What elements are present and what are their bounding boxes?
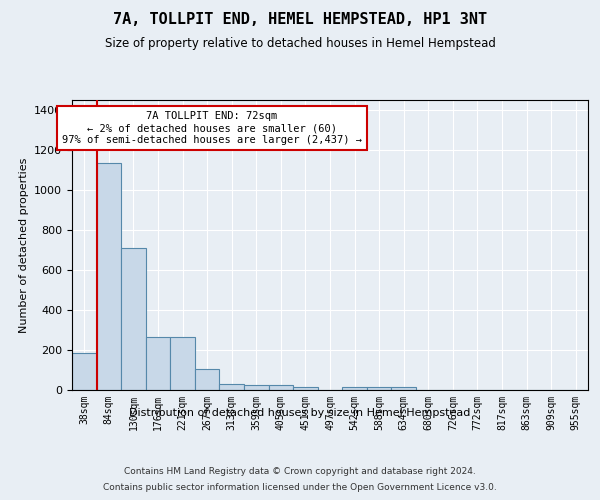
Bar [269, 385, 293, 390]
Bar [391, 387, 416, 390]
Text: 7A, TOLLPIT END, HEMEL HEMPSTEAD, HP1 3NT: 7A, TOLLPIT END, HEMEL HEMPSTEAD, HP1 3N… [113, 12, 487, 28]
Bar [170, 337, 195, 390]
Bar [146, 337, 170, 390]
Y-axis label: Number of detached properties: Number of detached properties [19, 158, 29, 332]
Bar [367, 387, 391, 390]
Bar [121, 248, 146, 390]
Text: Contains HM Land Registry data © Crown copyright and database right 2024.: Contains HM Land Registry data © Crown c… [124, 468, 476, 476]
Bar [195, 369, 220, 390]
Bar [72, 353, 97, 390]
Bar [97, 163, 121, 390]
Text: Distribution of detached houses by size in Hemel Hempstead: Distribution of detached houses by size … [130, 408, 470, 418]
Bar [220, 384, 244, 390]
Text: 7A TOLLPIT END: 72sqm
← 2% of detached houses are smaller (60)
97% of semi-detac: 7A TOLLPIT END: 72sqm ← 2% of detached h… [62, 112, 362, 144]
Bar [342, 387, 367, 390]
Text: Size of property relative to detached houses in Hemel Hempstead: Size of property relative to detached ho… [104, 38, 496, 51]
Bar [293, 387, 318, 390]
Text: Contains public sector information licensed under the Open Government Licence v3: Contains public sector information licen… [103, 482, 497, 492]
Bar [244, 385, 269, 390]
